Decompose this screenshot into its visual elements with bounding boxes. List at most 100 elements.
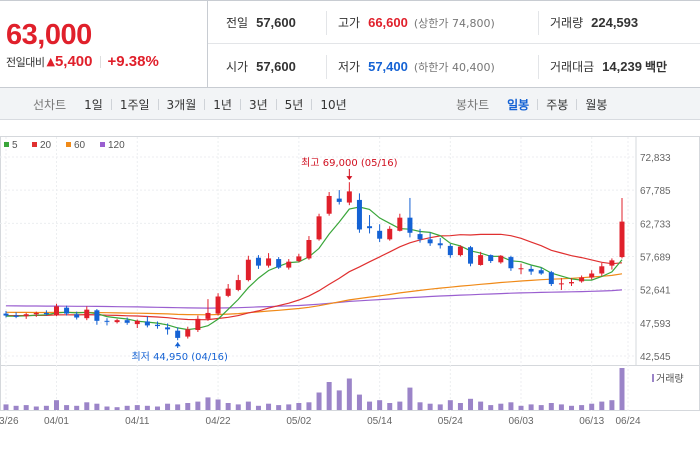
candle-body — [538, 270, 544, 274]
volume-bar — [538, 405, 544, 410]
candle-body — [104, 320, 110, 322]
candle-body — [215, 296, 221, 314]
high-annotation: 최고 69,000 (05/16) — [301, 157, 397, 169]
candle-body — [599, 266, 605, 274]
x-tick-label: 05/02 — [286, 416, 311, 427]
candle-body — [225, 288, 231, 296]
legend-label: 120 — [108, 140, 125, 151]
tab-divider — [239, 98, 241, 110]
legend-swatch — [32, 142, 37, 147]
volume-bar — [276, 405, 282, 410]
price-plot-frame — [0, 136, 700, 366]
candle-tab-1[interactable]: 주봉 — [546, 97, 569, 112]
volume-bar — [266, 403, 272, 410]
candle-body — [579, 277, 585, 282]
prev-close-value: 57,600 — [256, 15, 296, 30]
change-label: 전일대비 — [6, 55, 45, 69]
price-chart: 72,833 67,785 62,733 57,689 52,641 47,593 42,5… — [0, 130, 700, 450]
volume-bar — [619, 368, 625, 410]
line-tab-3[interactable]: 1년 — [213, 97, 232, 112]
candle-body — [185, 329, 191, 337]
y-tick-label: 62,733 — [640, 219, 671, 230]
volume-bar — [144, 405, 150, 410]
change-value: 5,400 — [54, 53, 93, 70]
line-chart-title: 선차트 — [33, 97, 67, 112]
volume-bar — [397, 401, 403, 410]
candle-body — [33, 312, 39, 315]
volume-bar — [326, 382, 332, 410]
candle-body — [94, 310, 100, 321]
volume-bar — [548, 403, 554, 410]
volume-bar — [346, 378, 352, 410]
candle-body — [175, 330, 181, 338]
candle-tab-2[interactable]: 월봉 — [585, 97, 608, 112]
volume-bar — [13, 405, 19, 410]
candle-body — [205, 312, 211, 319]
volume-legend-swatch — [652, 374, 654, 382]
prev-close: 전일 57,600 — [226, 1, 296, 44]
x-tick-label: 04/01 — [44, 416, 69, 427]
volume-bar — [508, 402, 514, 410]
line-tab-5[interactable]: 5년 — [284, 97, 304, 112]
candle-chart-tabs: 봉차트 일봉 주봉 월봉 — [456, 88, 609, 120]
volume-bar — [74, 405, 80, 410]
candle-tab-0[interactable]: 일봉 — [507, 97, 530, 112]
candle-body — [407, 217, 413, 233]
candle-body — [457, 246, 463, 256]
tab-divider — [311, 98, 313, 110]
divider — [538, 11, 539, 35]
candle-body — [3, 313, 9, 316]
ma120-line — [5, 289, 623, 309]
candle-body — [276, 259, 282, 268]
candle-chart-title: 봉차트 — [456, 97, 490, 112]
volume-bar — [558, 404, 564, 410]
line-tab-1[interactable]: 1주일 — [119, 97, 150, 112]
volume-bar — [579, 405, 585, 410]
volume-bar — [245, 401, 251, 410]
volume-bar — [447, 400, 453, 410]
line-tab-0[interactable]: 1일 — [84, 97, 103, 112]
volume-bar — [367, 401, 373, 410]
candle-body — [367, 226, 373, 229]
candle-body — [84, 309, 90, 319]
volume-bar — [225, 403, 231, 410]
volume-bar — [306, 402, 312, 410]
x-tick-label: 05/24 — [438, 416, 463, 427]
candle-body — [286, 261, 292, 268]
line-tab-6[interactable]: 10년 — [320, 97, 347, 112]
line-tab-4[interactable]: 3년 — [248, 97, 268, 112]
volume-bar — [377, 400, 383, 410]
up-arrow-icon: ▲ — [46, 55, 55, 68]
volume-bar — [589, 403, 595, 410]
candle-body — [346, 191, 352, 203]
volume-bar — [528, 404, 534, 410]
high-arrow-head — [346, 176, 353, 181]
volume-bar — [457, 403, 463, 410]
volume-bar — [205, 397, 211, 410]
quote-panel: 63,000 전일대비 ▲ 5,400 +9.38% 전일 57,600 고가 … — [0, 0, 700, 88]
volume-bar — [518, 405, 524, 410]
candle-body — [43, 312, 49, 315]
candle-body — [387, 228, 393, 240]
volume-bar — [64, 405, 70, 410]
volume-bar — [427, 403, 433, 410]
volume-bar — [437, 404, 443, 410]
volume-bar — [609, 400, 615, 410]
line-chart-tabs: 선차트 1일 1주일 3개월 1년 3년 5년 10년 — [33, 88, 349, 120]
candle-body — [468, 247, 474, 264]
volume-bar — [84, 402, 90, 410]
volume-bar — [175, 404, 181, 410]
candle-body — [427, 239, 433, 244]
line-tab-2[interactable]: 3개월 — [166, 97, 197, 112]
divider — [99, 55, 101, 68]
candle-body — [437, 243, 443, 246]
tab-divider — [275, 98, 277, 110]
candle-body — [114, 320, 120, 323]
y-tick-label: 42,545 — [640, 352, 671, 363]
x-tick-label: 06/03 — [509, 416, 534, 427]
volume-bar — [498, 403, 504, 410]
prev-close-label: 전일 — [226, 16, 249, 30]
candle-body — [488, 255, 494, 262]
candle-body — [478, 255, 484, 265]
upper-limit: (상한가 74,800) — [413, 16, 495, 30]
